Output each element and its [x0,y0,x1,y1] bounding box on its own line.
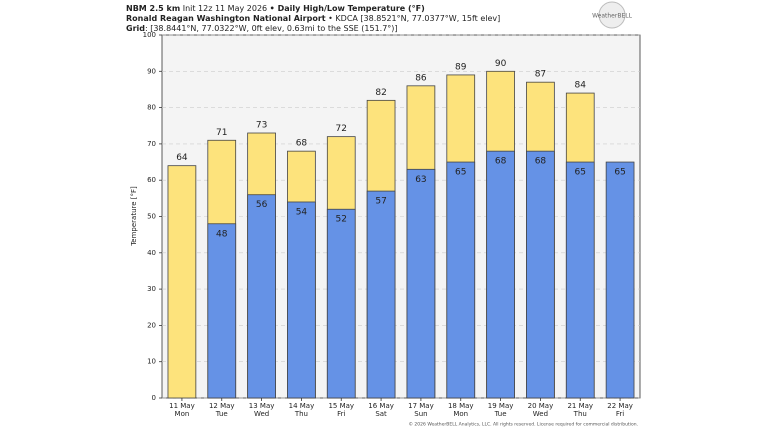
bar [167,165,197,399]
logo-circle [598,1,626,29]
x-tick-label: 16 May [368,402,394,410]
bar [526,150,555,399]
y-tick-label: 70 [147,140,156,148]
x-tick-label: 13 May [249,402,275,410]
x-tick-label: 11 May [169,402,195,410]
bar [486,150,515,399]
bar [605,161,635,399]
value-label: 72 [336,124,347,134]
value-label: 54 [296,207,308,217]
footer: © 2026 WeatherBELL Analytics, LLC. All r… [409,421,639,428]
x-tick-label: Mon [175,410,190,418]
x-tick-label: 18 May [448,402,474,410]
x-tick-label: Tue [215,410,228,418]
y-tick-label: 80 [147,104,156,112]
value-label: 86 [415,73,427,83]
bar [207,223,237,399]
value-label: 65 [614,168,625,178]
header-line-1: NBM 2.5 km Init 12z 11 May 2026 • Daily … [126,4,425,13]
y-tick-label: 0 [152,394,156,402]
station: Ronald Reagan Washington National Airpor… [126,14,326,23]
x-tick-label: Thu [573,410,587,418]
value-label: 52 [336,215,347,225]
header-line-3: Grid: [38.8441°N, 77.0322°W, 0ft elev, 0… [126,24,398,33]
bar [406,168,436,399]
chart-title: • Daily High/Low Temperature (°F) [270,4,425,13]
x-tick-label: 17 May [408,402,434,410]
value-label: 68 [495,157,507,167]
logo: WeatherBELL [592,13,633,20]
value-label: 84 [575,81,587,91]
value-label: 82 [375,88,386,98]
value-label: 56 [256,200,268,210]
value-label: 63 [415,175,426,185]
bar [366,190,396,399]
value-label: 68 [535,157,547,167]
x-tick-label: Thu [294,410,308,418]
x-tick-label: 20 May [528,402,554,410]
value-label: 87 [535,70,546,80]
x-tick-label: 15 May [328,402,354,410]
value-label: 71 [216,128,227,138]
y-tick-label: 10 [147,358,156,366]
y-tick-label: 40 [147,249,156,257]
x-tick-label: Wed [533,410,548,418]
value-label: 90 [495,59,507,69]
x-tick-label: 22 May [607,402,633,410]
value-label: 89 [455,62,467,72]
bar [326,208,356,399]
y-tick-label: 60 [147,176,156,184]
y-tick-label: 100 [143,31,156,39]
x-tick-label: 19 May [488,402,514,410]
y-tick-label: 30 [147,285,156,293]
value-label: 64 [176,153,188,163]
init: Init 12z 11 May 2026 [183,4,267,13]
x-tick-label: Mon [453,410,468,418]
bar [565,161,595,399]
value-label: 65 [575,168,586,178]
value-label: 73 [256,121,267,131]
bar [446,161,476,399]
value-label: 68 [296,139,308,149]
x-tick-label: Sun [414,410,427,418]
header-line-2: Ronald Reagan Washington National Airpor… [126,14,500,23]
y-tick-label: 50 [147,213,156,221]
x-tick-label: Wed [254,410,269,418]
y-tick-label: 90 [147,67,156,75]
model: NBM 2.5 km [126,4,180,13]
bar [287,201,316,399]
y-axis-label: Temperature [°F] [130,186,138,247]
y-tick-label: 20 [147,321,156,329]
x-tick-label: 21 May [567,402,593,410]
value-label: 57 [375,197,386,207]
x-tick-label: Sat [375,410,387,418]
x-tick-label: Fri [616,410,624,418]
grid-label: Grid [126,24,145,33]
bar [247,194,276,399]
value-label: 65 [455,168,466,178]
x-tick-label: 14 May [289,402,315,410]
x-tick-label: Tue [494,410,507,418]
grid-info: : [38.8441°N, 77.0322°W, 0ft elev, 0.63m… [145,24,398,33]
station-info: • KDCA [38.8521°N, 77.0377°W, 15ft elev] [328,14,500,23]
x-tick-label: Fri [337,410,345,418]
value-label: 48 [216,229,228,239]
x-tick-label: 12 May [209,402,235,410]
